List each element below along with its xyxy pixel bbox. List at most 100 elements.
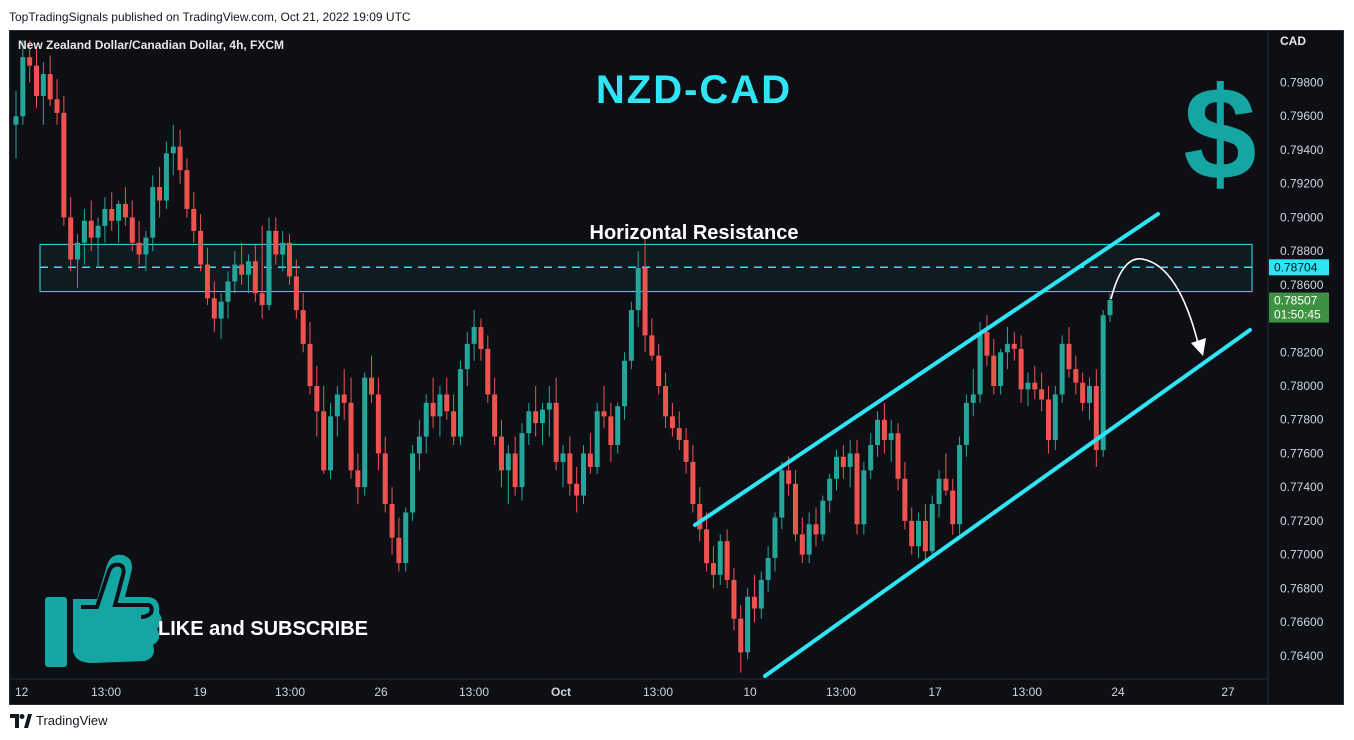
candle bbox=[663, 372, 669, 429]
y-tick-label: 0.78000 bbox=[1280, 379, 1324, 393]
candle-body bbox=[20, 57, 26, 117]
candle-body bbox=[444, 394, 450, 412]
candle-body bbox=[382, 453, 388, 505]
candle-body bbox=[75, 242, 81, 260]
candle bbox=[806, 512, 812, 564]
candle bbox=[751, 574, 757, 623]
candle bbox=[683, 428, 689, 474]
candle bbox=[157, 166, 163, 218]
candle-body bbox=[1004, 343, 1010, 353]
candle bbox=[936, 470, 942, 518]
candle-body bbox=[799, 534, 805, 555]
candle-body bbox=[895, 433, 901, 479]
footer-brand[interactable]: TradingView bbox=[10, 713, 108, 728]
candle bbox=[143, 230, 149, 272]
candle-body bbox=[710, 563, 716, 575]
candle-body bbox=[615, 406, 621, 446]
y-tick-label: 0.79200 bbox=[1280, 177, 1324, 191]
chart-canvas[interactable]: CAD 0.79800 0.79600 0.79400 0.79200 0.79000 0.… bbox=[10, 31, 1344, 705]
candle bbox=[922, 504, 928, 564]
candle-body bbox=[471, 326, 477, 344]
candle-body bbox=[1059, 343, 1065, 395]
cta-text: LIKE and SUBSCRIBE bbox=[158, 618, 368, 640]
candle-body bbox=[608, 416, 614, 446]
projection-arrow-layer bbox=[1110, 258, 1206, 356]
candle bbox=[81, 208, 87, 265]
candle bbox=[478, 318, 484, 361]
candle bbox=[704, 512, 710, 572]
candle bbox=[457, 360, 463, 446]
candle-body bbox=[157, 187, 163, 201]
y-tick-label: 0.79000 bbox=[1280, 210, 1324, 224]
candle-body bbox=[881, 419, 887, 440]
candle bbox=[615, 402, 621, 454]
candle-body bbox=[929, 504, 935, 552]
candle bbox=[204, 247, 210, 306]
candle bbox=[40, 62, 46, 125]
candle bbox=[47, 55, 53, 107]
candle-body bbox=[259, 293, 265, 306]
candle bbox=[916, 512, 922, 558]
y-tick-label: 0.79400 bbox=[1280, 143, 1324, 157]
candle-body bbox=[984, 332, 990, 356]
candle bbox=[1032, 365, 1038, 400]
candle-body bbox=[410, 453, 416, 513]
candle bbox=[574, 466, 580, 513]
candle-body bbox=[868, 445, 874, 471]
candle-body bbox=[423, 402, 429, 437]
candle-body bbox=[546, 402, 552, 410]
candle bbox=[416, 419, 422, 471]
candle bbox=[348, 377, 354, 479]
candle bbox=[834, 450, 839, 491]
candle bbox=[280, 230, 286, 272]
candle-body bbox=[724, 541, 730, 580]
candle bbox=[334, 386, 340, 437]
candle bbox=[567, 436, 573, 496]
candle-body bbox=[861, 470, 867, 525]
candle bbox=[1080, 372, 1086, 412]
candle bbox=[881, 402, 887, 454]
candle-body bbox=[827, 478, 833, 501]
candle bbox=[403, 507, 409, 572]
candle-body bbox=[136, 242, 142, 255]
candle-body bbox=[191, 208, 197, 231]
candle bbox=[847, 439, 853, 488]
candle bbox=[669, 402, 675, 437]
x-tick-label: 13:00 bbox=[826, 685, 856, 699]
candle bbox=[676, 411, 682, 451]
candle-body bbox=[656, 355, 662, 387]
candle-body bbox=[451, 411, 457, 437]
candle bbox=[88, 200, 94, 252]
candle bbox=[61, 96, 67, 226]
candle-body bbox=[143, 237, 149, 255]
candle bbox=[731, 568, 737, 631]
candle bbox=[1066, 326, 1072, 378]
candle-body bbox=[116, 203, 122, 221]
candle-body bbox=[239, 264, 245, 275]
candle-body bbox=[273, 230, 279, 255]
candle-body bbox=[245, 261, 251, 275]
candle-body bbox=[1066, 343, 1072, 370]
y-tick-label: 0.78200 bbox=[1280, 345, 1324, 359]
candle-body bbox=[560, 453, 566, 462]
candle-body bbox=[34, 65, 40, 97]
candle bbox=[622, 352, 628, 420]
candle-body bbox=[601, 411, 607, 417]
chart-frame[interactable]: CAD 0.79800 0.79600 0.79400 0.79200 0.79000 0.… bbox=[9, 30, 1344, 705]
candle-body bbox=[574, 483, 580, 496]
candle-body bbox=[875, 419, 881, 446]
y-tick-label: 0.76400 bbox=[1280, 649, 1324, 663]
candle-body bbox=[594, 411, 600, 467]
candle bbox=[745, 588, 751, 660]
axis-layer: CAD 0.79800 0.79600 0.79400 0.79200 0.79000 0.… bbox=[10, 31, 1329, 704]
candle bbox=[902, 461, 908, 530]
candle bbox=[375, 377, 381, 471]
y-tick-label: 0.77800 bbox=[1280, 413, 1324, 427]
candle-body bbox=[416, 436, 422, 454]
candle-body bbox=[163, 153, 169, 201]
candle bbox=[362, 372, 368, 496]
candle bbox=[191, 192, 197, 243]
candle bbox=[177, 129, 183, 184]
candle-body bbox=[321, 411, 327, 471]
candle bbox=[772, 512, 778, 572]
